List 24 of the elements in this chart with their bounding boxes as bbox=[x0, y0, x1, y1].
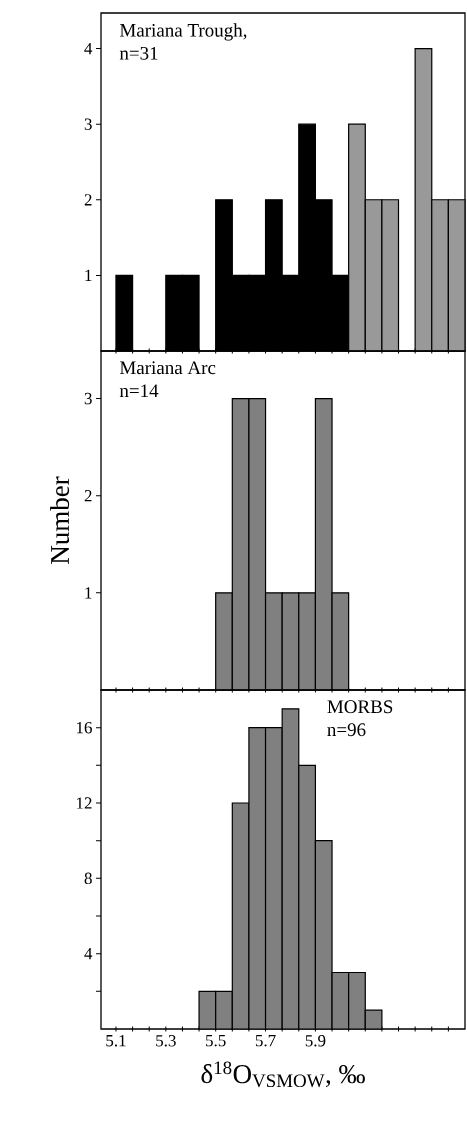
x-tick-label: 5.7 bbox=[255, 1035, 276, 1047]
x-tick-label: 5.9 bbox=[305, 1035, 326, 1047]
annotation: n=14 bbox=[119, 384, 159, 397]
y-tick-label: 3 bbox=[84, 392, 92, 405]
y-tick-label: 16 bbox=[76, 721, 92, 734]
y-tick-label: 4 bbox=[84, 948, 93, 960]
y-tick-label: 1 bbox=[85, 269, 92, 281]
annotation: n=96 bbox=[327, 723, 366, 737]
y-tick-label: 2 bbox=[84, 490, 92, 502]
x-tick-label: 5.1 bbox=[106, 1035, 126, 1047]
x-axis-title: δ$^{18}$O$_{VSMOW}$, ‰ bbox=[201, 1061, 365, 1088]
y-tick-label: 4 bbox=[84, 42, 93, 55]
y-tick-label: 12 bbox=[76, 797, 92, 809]
annotation: Mariana Arc bbox=[119, 361, 216, 375]
y-tick-label: 1 bbox=[85, 587, 92, 599]
y-tick-label: 2 bbox=[84, 194, 92, 206]
y-axis-title: Number bbox=[50, 476, 70, 564]
x-tick-label: 5.3 bbox=[156, 1035, 176, 1047]
y-tick-label: 8 bbox=[84, 872, 92, 885]
y-tick-label: 3 bbox=[84, 118, 92, 130]
annotation: Mariana Trough, bbox=[119, 23, 247, 41]
x-tick-label: 5.5 bbox=[206, 1035, 226, 1047]
annotation: MORBS bbox=[327, 700, 393, 714]
annotation: n=31 bbox=[119, 46, 158, 60]
